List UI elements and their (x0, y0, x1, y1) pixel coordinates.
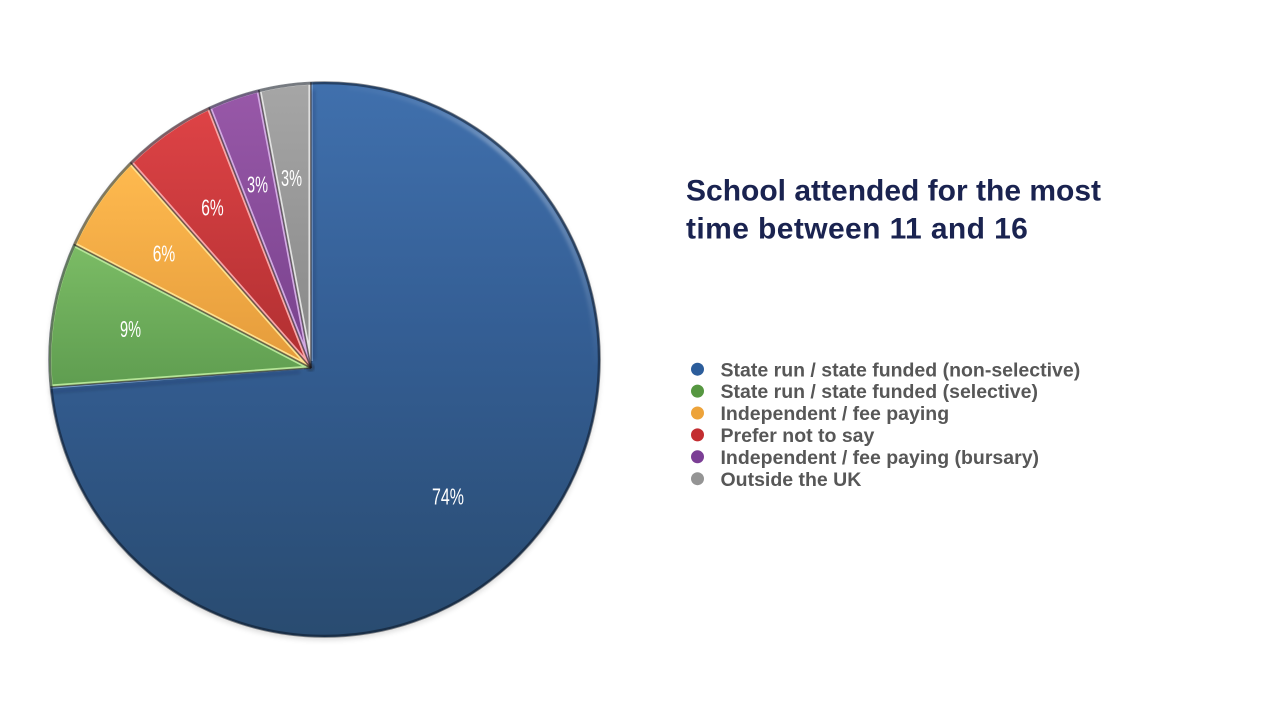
svg-text:Prefer not to say: Prefer not to say (721, 425, 875, 447)
svg-text:School attended for the most: School attended for the most (686, 175, 1101, 208)
svg-text:9%: 9% (120, 316, 141, 342)
svg-text:Independent / fee paying: Independent / fee paying (721, 403, 950, 425)
svg-text:3%: 3% (247, 172, 268, 198)
svg-text:State run / state funded (sele: State run / state funded (selective) (721, 381, 1039, 403)
svg-text:3%: 3% (281, 165, 302, 191)
svg-text:6%: 6% (153, 241, 176, 267)
svg-text:74%: 74% (432, 483, 464, 509)
svg-text:6%: 6% (201, 194, 224, 220)
svg-text:Outside the UK: Outside the UK (721, 469, 862, 491)
svg-text:Independent / fee paying (burs: Independent / fee paying (bursary) (721, 447, 1040, 469)
svg-text:State run / state funded (non-: State run / state funded (non-selective) (721, 359, 1081, 381)
svg-text:time between 11 and 16: time between 11 and 16 (686, 212, 1028, 245)
